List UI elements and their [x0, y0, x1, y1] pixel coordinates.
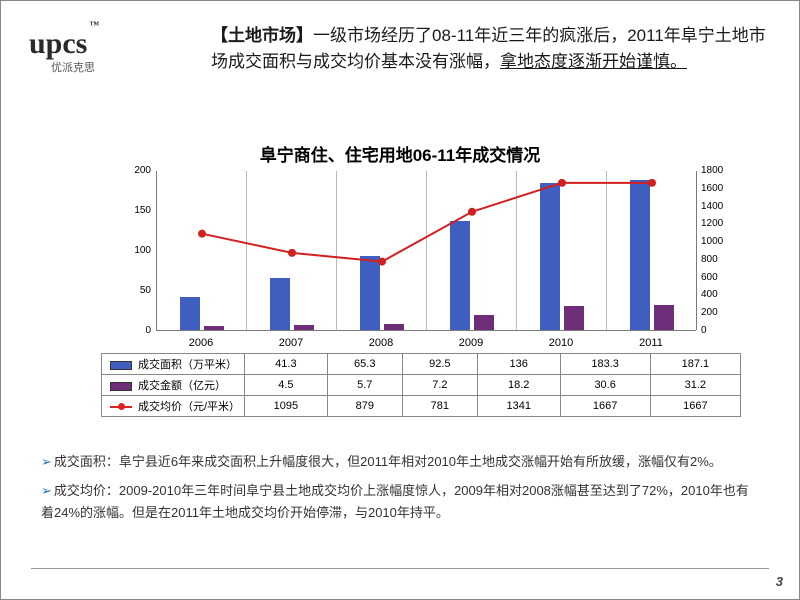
table-cell: 31.2 — [650, 375, 740, 396]
y-right-tick: 800 — [701, 254, 741, 265]
page-number: 3 — [776, 574, 783, 589]
table-cell: 1095 — [245, 396, 328, 417]
y-left-tick: 150 — [101, 205, 151, 216]
y-right-tick: 1400 — [701, 201, 741, 212]
table-cell: 781 — [402, 396, 477, 417]
chart-xlabels: 200620072008200920102011 — [156, 333, 696, 351]
table-cell: 136 — [477, 354, 560, 375]
x-label: 2011 — [606, 337, 696, 349]
legend-swatch-icon — [110, 361, 132, 370]
table-row: 成交金额（亿元）4.55.77.218.230.631.2 — [102, 375, 741, 396]
y-right-tick: 0 — [701, 325, 741, 336]
table-cell: 92.5 — [402, 354, 477, 375]
y-right-tick: 1000 — [701, 236, 741, 247]
x-label: 2007 — [246, 337, 336, 349]
table-cell: 4.5 — [245, 375, 328, 396]
table-cell: 1341 — [477, 396, 560, 417]
y-left-tick: 50 — [101, 285, 151, 296]
headline: 【土地市场】一级市场经历了08-11年近三年的疯涨后，2011年阜宁土地市场成交… — [211, 23, 769, 76]
table-cell: 183.3 — [560, 354, 650, 375]
x-label: 2010 — [516, 337, 606, 349]
y-right-tick: 1800 — [701, 165, 741, 176]
logo-sub: 优派克思 — [51, 59, 95, 75]
y-right-tick: 600 — [701, 272, 741, 283]
note-2: ➢成交均价：2009-2010年三年时间阜宁县土地成交均价上涨幅度惊人，2009… — [41, 480, 759, 523]
y-right-tick: 200 — [701, 307, 741, 318]
table-cell: 18.2 — [477, 375, 560, 396]
logo-tm: ™ — [89, 20, 99, 31]
y-left-tick: 100 — [101, 245, 151, 256]
bullet-icon: ➢ — [41, 454, 52, 469]
legend-cell: 成交均价（元/平米） — [102, 396, 245, 417]
x-label: 2006 — [156, 337, 246, 349]
bullet-icon: ➢ — [41, 483, 52, 498]
logo: upcs™ — [29, 27, 97, 61]
table-cell: 5.7 — [327, 375, 402, 396]
legend-line-icon — [110, 406, 132, 408]
table-cell: 41.3 — [245, 354, 328, 375]
table-row: 成交面积（万平米）41.365.392.5136183.3187.1 — [102, 354, 741, 375]
y-right-tick: 400 — [701, 289, 741, 300]
table-row: 成交均价（元/平米）1095879781134116671667 — [102, 396, 741, 417]
notes: ➢成交面积：阜宁县近6年来成交面积上升幅度很大，但2011年相对2010年土地成… — [41, 451, 759, 531]
table-cell: 30.6 — [560, 375, 650, 396]
y-right-tick: 1600 — [701, 183, 741, 194]
legend-swatch-icon — [110, 382, 132, 391]
chart-title: 阜宁商住、住宅用地06-11年成交情况 — [1, 141, 799, 166]
table-cell: 187.1 — [650, 354, 740, 375]
headline-underlined: 拿地态度逐渐开始谨慎。 — [500, 52, 687, 71]
table-cell: 65.3 — [327, 354, 402, 375]
footer-divider — [31, 568, 769, 569]
legend-cell: 成交面积（万平米） — [102, 354, 245, 375]
legend-cell: 成交金额（亿元） — [102, 375, 245, 396]
note-1-text: 成交面积：阜宁县近6年来成交面积上升幅度很大，但2011年相对2010年土地成交… — [54, 454, 722, 469]
logo-text: upcs — [29, 27, 87, 60]
x-label: 2008 — [336, 337, 426, 349]
chart-plot — [156, 171, 696, 331]
chart-data-table: 成交面积（万平米）41.365.392.5136183.3187.1成交金额（亿… — [101, 353, 741, 417]
y-left-tick: 0 — [101, 325, 151, 336]
x-label: 2009 — [426, 337, 516, 349]
table-cell: 1667 — [650, 396, 740, 417]
note-2-text: 成交均价：2009-2010年三年时间阜宁县土地成交均价上涨幅度惊人，2009年… — [41, 483, 749, 519]
table-cell: 7.2 — [402, 375, 477, 396]
y-right-tick: 1200 — [701, 218, 741, 229]
headline-tag: 【土地市场】 — [211, 26, 313, 45]
y-left-tick: 200 — [101, 165, 151, 176]
note-1: ➢成交面积：阜宁县近6年来成交面积上升幅度很大，但2011年相对2010年土地成… — [41, 451, 759, 472]
table-cell: 1667 — [560, 396, 650, 417]
table-cell: 879 — [327, 396, 402, 417]
price-line — [157, 171, 697, 331]
chart: 200620072008200920102011 成交面积（万平米）41.365… — [101, 171, 741, 431]
